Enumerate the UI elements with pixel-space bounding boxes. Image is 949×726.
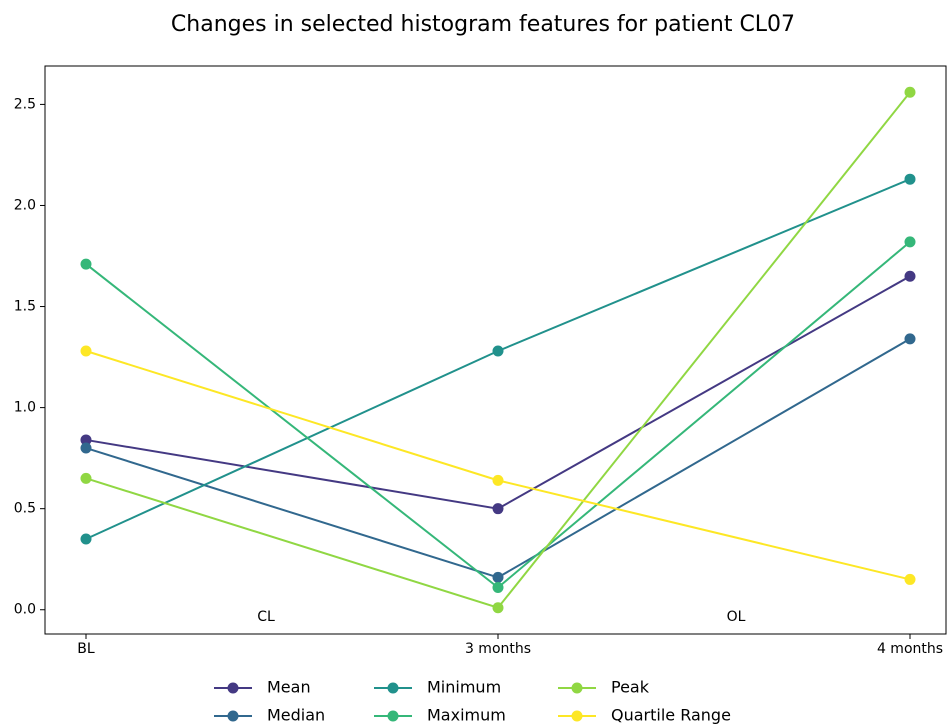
legend-text: Minimum xyxy=(427,678,501,697)
x-tick-label: 4 months xyxy=(877,641,943,657)
data-point xyxy=(904,86,916,98)
data-point xyxy=(492,602,504,614)
data-point xyxy=(492,503,504,515)
data-point xyxy=(904,333,916,345)
data-point xyxy=(80,345,92,357)
legend-text: Quartile Range xyxy=(611,706,731,725)
data-point xyxy=(80,434,92,446)
legend-marker xyxy=(571,710,583,722)
x-tick-label: 3 months xyxy=(465,641,531,657)
data-point xyxy=(80,533,92,545)
data-point xyxy=(492,474,504,486)
series-line xyxy=(85,241,911,589)
series-line xyxy=(85,275,911,510)
y-tick-label: 0.0 xyxy=(14,602,36,618)
y-tick-label: 1.0 xyxy=(14,400,36,416)
data-point xyxy=(80,472,92,484)
legend-text: Median xyxy=(267,706,325,725)
y-tick-label: 1.5 xyxy=(14,299,36,315)
data-point xyxy=(492,571,504,583)
y-tick-label: 2.5 xyxy=(14,96,36,112)
legend-marker xyxy=(387,682,399,694)
legend-text: Peak xyxy=(611,678,650,697)
data-point xyxy=(80,442,92,454)
data-point xyxy=(80,258,92,270)
data-point xyxy=(904,270,916,282)
legend-text: Maximum xyxy=(427,706,506,725)
legend-marker xyxy=(387,710,399,722)
annotation: CL xyxy=(257,609,275,625)
chart-title: Changes in selected histogram features f… xyxy=(171,12,795,37)
annotation: OL xyxy=(727,609,746,625)
data-point xyxy=(492,345,504,357)
data-point xyxy=(492,582,504,594)
y-tick-label: 0.5 xyxy=(14,501,36,517)
legend-text: Mean xyxy=(267,678,311,697)
plot-frame xyxy=(44,65,947,635)
y-tick-label: 2.0 xyxy=(14,197,36,213)
series-line xyxy=(85,338,911,579)
legend-marker xyxy=(227,682,239,694)
legend-marker xyxy=(571,682,583,694)
data-point xyxy=(904,236,916,248)
data-point xyxy=(904,573,916,585)
series-line xyxy=(85,350,911,581)
data-point xyxy=(904,173,916,185)
x-tick-label: BL xyxy=(77,641,95,657)
legend-marker xyxy=(227,710,239,722)
